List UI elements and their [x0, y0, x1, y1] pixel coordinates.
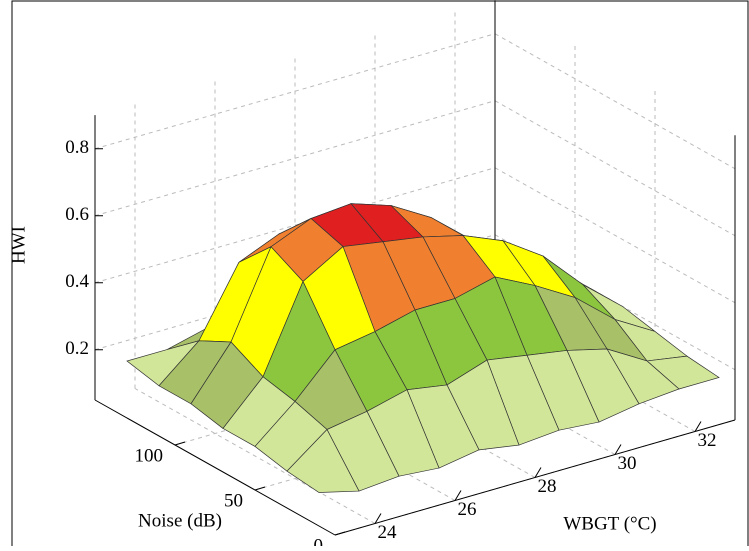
x-tick: [694, 421, 702, 432]
x-axis-label: WBGT (°C): [563, 513, 656, 534]
y-tick-label: 50: [224, 490, 243, 511]
x-tick-label: 32: [698, 430, 717, 451]
x-tick: [374, 513, 382, 524]
surface: [126, 203, 720, 493]
grid-line: [494, 33, 736, 170]
z-tick-label: 0.6: [65, 204, 89, 225]
y-tick: [174, 441, 186, 446]
x-tick: [534, 467, 542, 478]
y-axis: [94, 399, 336, 536]
x-tick-label: 26: [458, 499, 477, 520]
x-tick-label: 30: [618, 453, 637, 474]
grid-line: [94, 167, 496, 284]
y-tick-label: 100: [135, 445, 164, 466]
x-tick: [454, 490, 462, 501]
grid-line: [494, 100, 736, 237]
y-axis-label: Noise (dB): [138, 510, 222, 531]
y-tick-label: 0: [314, 535, 324, 546]
z-tick-label: 0.2: [65, 338, 89, 359]
x-tick-label: 28: [538, 476, 557, 497]
x-tick: [614, 444, 622, 455]
axes: 0.2 0.4 0.6 0.8 24 26 28 30 32 0 50 100: [65, 115, 736, 551]
z-axis-label: HWI: [8, 226, 29, 264]
y-tick: [254, 486, 266, 491]
grid-line: [134, 388, 376, 524]
z-tick-label: 0.8: [65, 137, 89, 158]
surface-patch: [286, 428, 360, 493]
frame: [11, 0, 749, 551]
x-tick-label: 24: [378, 522, 398, 543]
z-tick-label: 0.4: [65, 271, 89, 292]
y-tick: [334, 531, 346, 536]
grid-line: [494, 167, 736, 304]
